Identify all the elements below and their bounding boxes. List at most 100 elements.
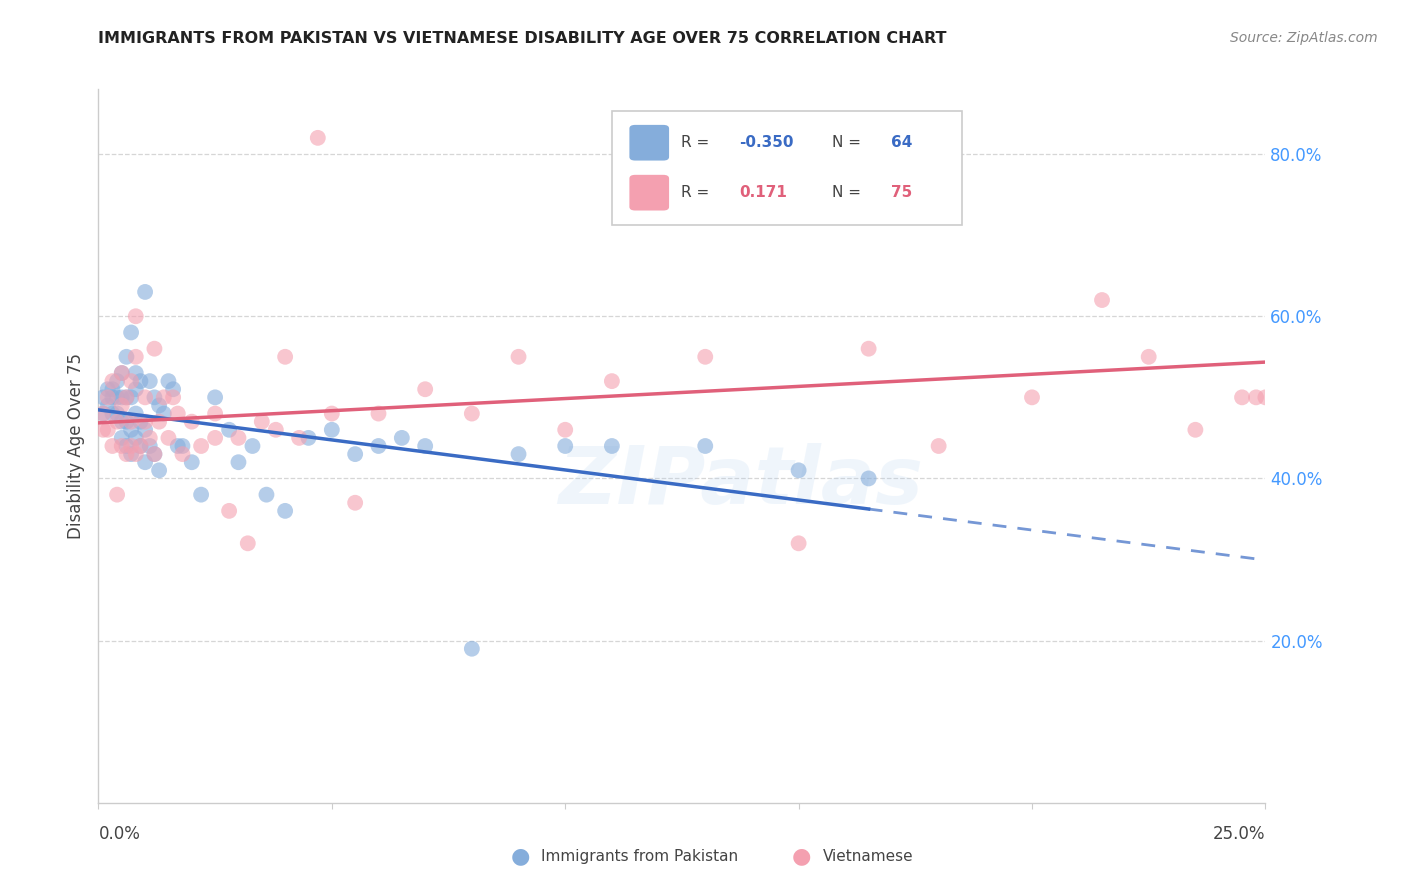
Point — [120, 326, 142, 340]
Text: N =: N = — [832, 136, 866, 150]
Point — [1278, 334, 1301, 348]
Point — [695, 439, 717, 453]
Point — [256, 488, 278, 502]
Point — [157, 374, 180, 388]
Point — [1268, 366, 1291, 380]
FancyBboxPatch shape — [612, 111, 962, 225]
Point — [413, 382, 436, 396]
Point — [242, 439, 264, 453]
Text: N =: N = — [832, 186, 866, 200]
Point — [97, 423, 120, 437]
Point — [250, 415, 273, 429]
Point — [105, 415, 128, 429]
Point — [1310, 318, 1333, 332]
Text: ●: ● — [510, 847, 530, 866]
Point — [148, 415, 170, 429]
Point — [115, 350, 138, 364]
Point — [1184, 423, 1206, 437]
Point — [321, 423, 343, 437]
Point — [143, 447, 166, 461]
Point — [152, 390, 174, 404]
Point — [120, 447, 142, 461]
Point — [111, 390, 134, 404]
Point — [1230, 390, 1253, 404]
Point — [91, 407, 114, 421]
Point — [120, 423, 142, 437]
Point — [134, 415, 156, 429]
Point — [1333, 342, 1355, 356]
Point — [111, 399, 134, 413]
Point — [139, 374, 162, 388]
Point — [129, 415, 152, 429]
Text: R =: R = — [681, 186, 714, 200]
Point — [236, 536, 259, 550]
Text: Immigrants from Pakistan: Immigrants from Pakistan — [541, 849, 738, 863]
Point — [1315, 350, 1337, 364]
Point — [166, 407, 188, 421]
Point — [125, 310, 148, 324]
Point — [288, 431, 311, 445]
Text: 0.171: 0.171 — [740, 186, 787, 200]
Text: Source: ZipAtlas.com: Source: ZipAtlas.com — [1230, 31, 1378, 45]
Point — [1292, 342, 1315, 356]
Point — [105, 407, 128, 421]
Point — [1324, 334, 1347, 348]
Point — [204, 390, 226, 404]
Point — [134, 423, 156, 437]
Point — [125, 382, 148, 396]
Text: ZIPatlas: ZIPatlas — [558, 442, 922, 521]
Point — [461, 641, 484, 656]
Point — [91, 423, 114, 437]
Point — [858, 342, 880, 356]
FancyBboxPatch shape — [630, 175, 669, 211]
Y-axis label: Disability Age Over 75: Disability Age Over 75 — [67, 353, 86, 539]
Point — [787, 463, 810, 477]
Point — [148, 463, 170, 477]
Point — [367, 407, 389, 421]
Point — [125, 366, 148, 380]
Point — [101, 382, 124, 396]
Point — [120, 415, 142, 429]
Text: 75: 75 — [891, 186, 912, 200]
Point — [115, 439, 138, 453]
Point — [157, 431, 180, 445]
Point — [554, 439, 576, 453]
Point — [166, 439, 188, 453]
Point — [1254, 390, 1277, 404]
Text: 0.0%: 0.0% — [98, 825, 141, 843]
Point — [134, 285, 156, 299]
Point — [554, 423, 576, 437]
Point — [928, 439, 950, 453]
Point — [111, 439, 134, 453]
Point — [180, 415, 202, 429]
Point — [115, 415, 138, 429]
Point — [1319, 342, 1341, 356]
Point — [600, 374, 623, 388]
Text: 64: 64 — [891, 136, 912, 150]
Point — [204, 407, 226, 421]
Point — [134, 455, 156, 469]
Point — [1282, 326, 1305, 340]
Point — [115, 390, 138, 404]
Text: R =: R = — [681, 136, 714, 150]
Point — [120, 439, 142, 453]
Point — [105, 390, 128, 404]
Point — [97, 390, 120, 404]
Point — [143, 447, 166, 461]
Point — [91, 390, 114, 404]
Point — [600, 439, 623, 453]
Text: IMMIGRANTS FROM PAKISTAN VS VIETNAMESE DISABILITY AGE OVER 75 CORRELATION CHART: IMMIGRANTS FROM PAKISTAN VS VIETNAMESE D… — [98, 31, 946, 46]
Point — [1286, 310, 1309, 324]
Point — [105, 488, 128, 502]
Point — [111, 366, 134, 380]
Point — [228, 455, 250, 469]
Point — [204, 431, 226, 445]
Point — [101, 374, 124, 388]
Point — [1301, 326, 1323, 340]
Point — [695, 350, 717, 364]
Point — [508, 350, 530, 364]
Text: 25.0%: 25.0% — [1213, 825, 1265, 843]
Point — [180, 455, 202, 469]
Point — [152, 407, 174, 421]
Point — [307, 131, 329, 145]
